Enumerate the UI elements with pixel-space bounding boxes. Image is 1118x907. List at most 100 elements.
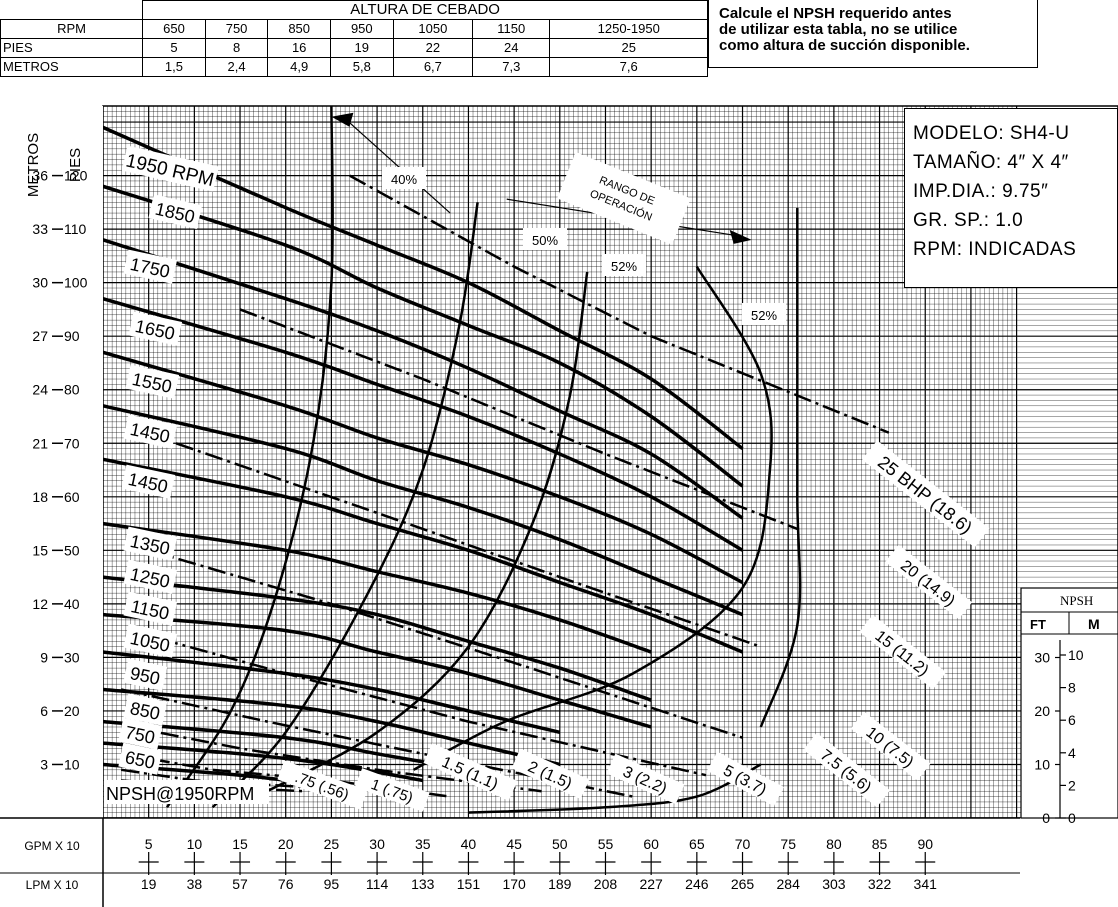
label-bg — [123, 623, 178, 658]
head-curve — [102, 650, 561, 735]
label-bg — [803, 732, 891, 808]
table-cell: 650 — [142, 19, 206, 39]
table-cell: 7,6 — [549, 57, 708, 77]
y-axis-area — [0, 106, 103, 818]
specific-gravity-line: GR. SP.: 1.0 — [913, 210, 1024, 231]
x-tick-label-gpm: 10 — [187, 836, 203, 852]
label-bg — [123, 249, 178, 284]
label-bg — [602, 254, 646, 276]
table-row: PIES 5 8 16 19 22 24 25 — [0, 38, 708, 58]
x-tick-label-lpm: 284 — [777, 876, 801, 892]
table-cell: 1,5 — [142, 57, 206, 77]
npsh-m-tick-label: 2 — [1068, 777, 1076, 793]
table-cell: 1250-1950 — [549, 19, 708, 39]
x-tick-label-lpm: 133 — [411, 876, 435, 892]
table-cell: 24 — [472, 38, 551, 58]
x-axis-label-gpm: GPM X 10 — [24, 839, 80, 853]
label-bg — [885, 544, 973, 620]
y-tick-label-metros: 6 — [40, 703, 48, 719]
table-cell: 1150 — [472, 19, 551, 39]
head-curve — [102, 238, 744, 520]
x-tick-label-lpm: 38 — [187, 876, 203, 892]
y-tick-label-pies: 10 — [64, 756, 80, 772]
head-curve-label: 1150 — [123, 591, 178, 626]
bhp-curve — [148, 549, 743, 739]
npsh-curve-label: NPSH@1950RPM — [104, 780, 269, 804]
pump-info-box: MODELO: SH4-U TAMAÑO: 4″ X 4″ IMP.DIA.: … — [904, 108, 1118, 288]
label-bg — [423, 743, 518, 801]
y-tick-label-metros: 30 — [32, 275, 48, 291]
npsh-m-tick-label: 0 — [1068, 810, 1076, 826]
table-row: METROS 1,5 2,4 4,9 5,8 6,7 7,3 7,6 — [0, 57, 708, 77]
label-bg — [123, 559, 178, 594]
table-cell: 19 — [329, 38, 394, 58]
x-tick-label-lpm: 265 — [731, 876, 755, 892]
label-bg — [121, 464, 176, 499]
table-cell: 1050 — [392, 19, 474, 39]
y-axis-label-metros: METROS — [25, 133, 42, 197]
head-curve — [102, 297, 744, 552]
label-bg — [511, 748, 590, 800]
head-curve — [102, 404, 744, 617]
head-curve — [102, 687, 561, 767]
x-tick-label-gpm: 25 — [324, 836, 340, 852]
efficiency-label: 52% — [602, 254, 646, 276]
x-axis-label-lpm: LPM X 10 — [26, 878, 79, 892]
label-bg — [128, 311, 183, 346]
range-arrow-head — [331, 112, 354, 127]
model-line: MODELO: SH4-U — [913, 123, 1070, 144]
x-tick-label-lpm: 322 — [868, 876, 892, 892]
label-bg — [125, 364, 180, 399]
label-bg — [123, 591, 178, 626]
efficiency-curve — [759, 207, 802, 728]
head-curve — [102, 350, 744, 585]
label-bg — [382, 167, 426, 189]
label-bg — [707, 751, 785, 807]
x-tick-label-gpm: 50 — [552, 836, 568, 852]
x-tick-label-lpm: 303 — [822, 876, 846, 892]
row-label: METROS — [0, 57, 144, 77]
x-tick-label-gpm: 5 — [145, 836, 153, 852]
label-bg — [123, 693, 168, 726]
npsh-ft-tick-label: 30 — [1034, 650, 1050, 666]
y-tick-label-pies: 90 — [64, 328, 80, 344]
head-curve — [102, 575, 652, 702]
x-tick-label-gpm: 40 — [461, 836, 477, 852]
y-tick-label-pies: 100 — [64, 275, 88, 291]
table-title: ALTURA DE CEBADO — [142, 0, 708, 20]
x-tick-label-gpm: 65 — [689, 836, 705, 852]
label-bg — [606, 753, 685, 805]
x-tick-label-lpm: 246 — [685, 876, 709, 892]
y-tick-label-pies: 80 — [64, 382, 80, 398]
y-tick-label-pies: 120 — [64, 168, 88, 184]
x-tick-label-gpm: 90 — [917, 836, 933, 852]
label-bg — [859, 614, 947, 690]
npsh-curve — [468, 763, 762, 814]
head-curve-label: 950 — [123, 658, 168, 691]
table-cell: 7,3 — [472, 57, 551, 77]
rpm-line: RPM: INDICADAS — [913, 239, 1077, 260]
row-label: RPM — [0, 19, 144, 39]
label-bg — [862, 440, 990, 548]
head-curve — [102, 521, 652, 654]
x-tick-label-gpm: 75 — [780, 836, 796, 852]
y-tick-label-metros: 18 — [32, 489, 48, 505]
x-tick-label-lpm: 57 — [232, 876, 248, 892]
x-tick-label-gpm: 20 — [278, 836, 294, 852]
y-tick-label-metros: 24 — [32, 382, 48, 398]
x-tick-label-gpm: 15 — [232, 836, 248, 852]
y-tick-label-pies: 60 — [64, 489, 80, 505]
x-tick-label-lpm: 19 — [141, 876, 157, 892]
table-row: RPM 650 750 850 950 1050 1150 1250-1950 — [0, 19, 708, 39]
label-bg — [557, 151, 691, 245]
table-cell: 850 — [267, 19, 331, 39]
x-tick-label-gpm: 85 — [872, 836, 888, 852]
efficiency-curve — [165, 105, 334, 808]
x-tick-label-gpm: 30 — [369, 836, 385, 852]
efficiency-curve — [211, 202, 479, 809]
y-tick-label-metros: 27 — [32, 328, 48, 344]
x-tick-label-lpm: 341 — [914, 876, 938, 892]
efficiency-curve — [413, 265, 773, 771]
npsh-m-tick-label: 10 — [1068, 647, 1084, 663]
x-tick-label-lpm: 227 — [639, 876, 663, 892]
